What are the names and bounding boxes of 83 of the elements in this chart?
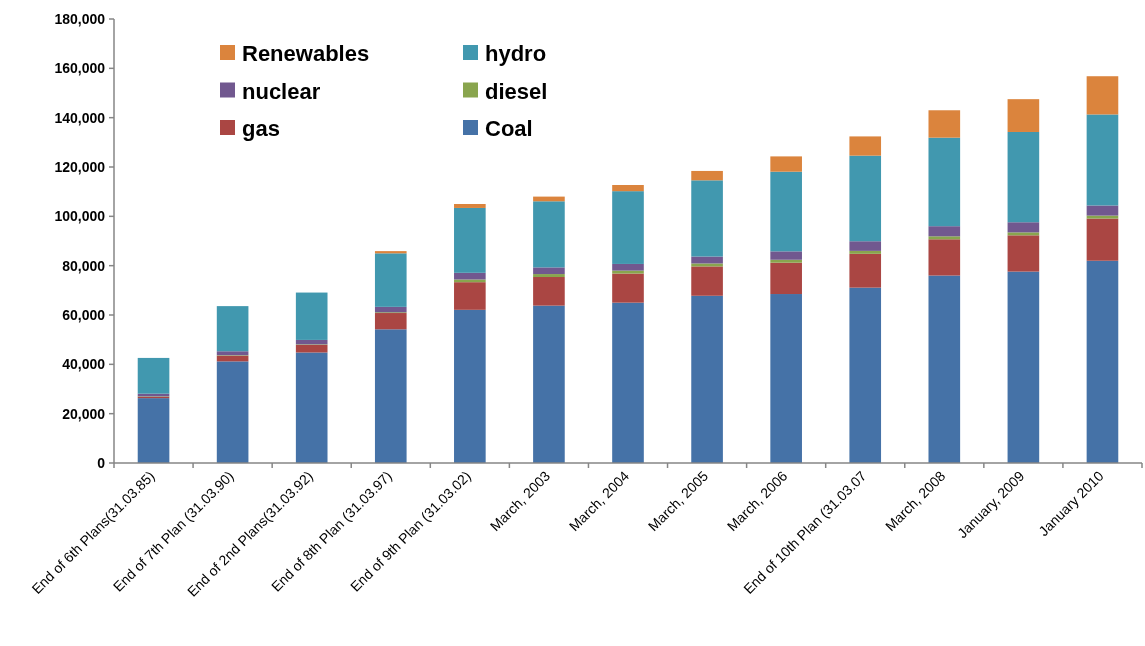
bar: [533, 201, 565, 268]
bar: [454, 272, 486, 280]
y-tick-label: 60,000: [62, 306, 106, 323]
bar: [216, 306, 249, 352]
bar: [849, 155, 882, 242]
y-tick-label: 0: [97, 454, 106, 471]
bar: [1007, 131, 1040, 223]
bar: [1086, 260, 1119, 463]
bar: [928, 275, 961, 463]
bar: [1007, 222, 1040, 233]
bar: [374, 329, 407, 463]
bar: [691, 295, 723, 463]
bar: [216, 351, 249, 356]
bar: [533, 305, 565, 463]
bar: [691, 266, 723, 296]
bar: [533, 267, 565, 275]
bar: [928, 137, 961, 227]
y-tick-label: 80,000: [62, 257, 106, 274]
bar: [691, 180, 723, 257]
bar: [295, 339, 328, 345]
bar: [928, 239, 961, 276]
bar: [533, 274, 565, 278]
bar: [295, 344, 328, 353]
y-tick-label: 100,000: [54, 208, 106, 225]
bar: [1086, 205, 1119, 216]
bar: [928, 226, 961, 237]
bar: [1007, 271, 1040, 463]
bar: [137, 357, 170, 394]
bar: [849, 287, 882, 463]
bar: [454, 282, 486, 310]
bar: [691, 263, 723, 267]
y-tick-label: 140,000: [54, 109, 106, 126]
bar: [770, 259, 802, 263]
bar: [1007, 99, 1040, 132]
bar: [454, 204, 486, 208]
bar: [770, 262, 802, 295]
bar: [928, 236, 961, 240]
bar: [770, 294, 802, 463]
bar: [374, 251, 407, 254]
bar: [770, 171, 802, 252]
bar: [770, 251, 802, 260]
y-tick-label: 160,000: [54, 60, 106, 77]
bar: [849, 253, 882, 288]
bar: [137, 398, 170, 463]
bar: [612, 302, 644, 463]
bar: [1086, 218, 1119, 261]
bar: [295, 292, 328, 340]
bar: [374, 313, 407, 330]
bar: [1086, 114, 1119, 206]
legend-label: nuclear: [242, 78, 321, 104]
bar: [612, 270, 644, 274]
bar: [454, 207, 486, 273]
bar: [691, 170, 723, 181]
bar: [928, 110, 961, 138]
bar: [1007, 232, 1040, 236]
legend-label: gas: [242, 116, 280, 141]
y-tick-label: 120,000: [54, 158, 106, 175]
bar: [295, 352, 328, 463]
bar: [612, 263, 644, 271]
bar: [454, 309, 486, 463]
y-tick-label: 180,000: [54, 10, 106, 27]
bar: [216, 355, 249, 362]
legend-label: Coal: [485, 116, 533, 141]
y-tick-label: 20,000: [62, 405, 106, 422]
bar: [849, 250, 882, 254]
legend-label: hydro: [485, 41, 547, 66]
bar: [612, 185, 644, 192]
bar: [612, 191, 644, 264]
bar: [216, 361, 249, 463]
bar: [612, 273, 644, 303]
bar: [849, 241, 882, 251]
legend-label: Renewables: [242, 41, 370, 66]
bar: [1007, 235, 1040, 272]
bar: [849, 136, 882, 156]
bar: [374, 253, 407, 307]
y-tick-label: 40,000: [62, 356, 106, 373]
legend-label: diesel: [485, 78, 548, 104]
bar: [374, 306, 407, 313]
bar: [1086, 215, 1119, 219]
bar: [454, 279, 486, 283]
bar: [1086, 76, 1119, 115]
bar: [533, 277, 565, 306]
bar: [770, 156, 802, 172]
